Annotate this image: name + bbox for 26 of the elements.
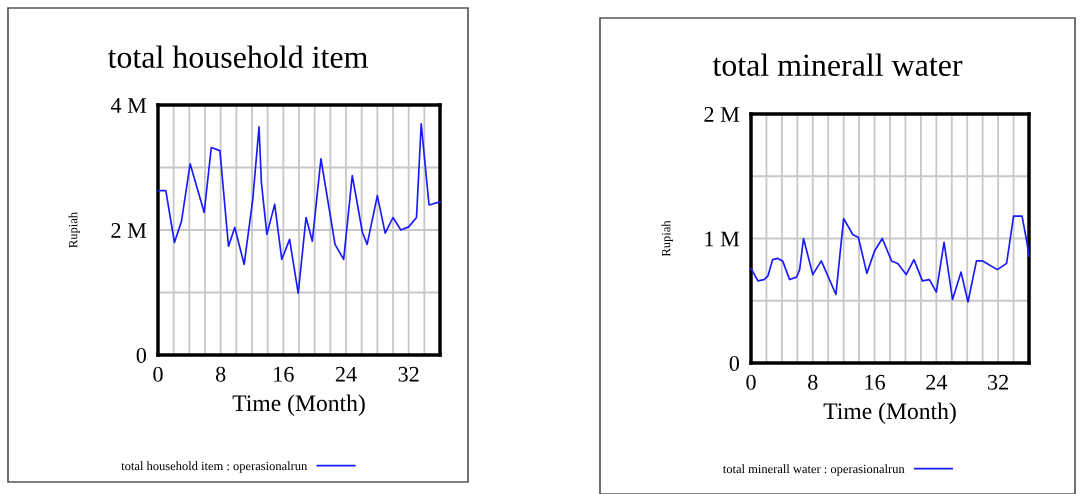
y-axis-title: Rupiah (661, 220, 673, 257)
chart-title: total minerall water (712, 53, 963, 76)
x-tick-label: 16 (274, 366, 294, 382)
x-tick-label: 0 (746, 374, 756, 390)
y-tick-label: 1 M (705, 231, 740, 247)
x-tick-label: 16 (865, 374, 885, 390)
legend-label: total minerall water : operasionalrun (722, 464, 905, 476)
x-tick-label: 0 (153, 366, 163, 382)
y-axis-title: Rupiah (68, 212, 80, 248)
y-tick-label: 2 M (111, 222, 147, 238)
y-tick-label: 2 M (704, 106, 740, 122)
x-tick-label: 8 (808, 374, 818, 390)
y-tick-label: 0 (136, 347, 147, 363)
line-series (157, 122, 441, 294)
y-tick-label: 4 M (110, 98, 147, 113)
y-tick-label: 0 (729, 355, 740, 371)
chart-title: total household item (107, 45, 368, 68)
line-series (750, 215, 1030, 303)
legend-label: total household item : operasionalrun (121, 461, 308, 473)
x-axis-title: Time (Month) (823, 402, 956, 425)
x-axis-title: Time (Month) (232, 394, 365, 417)
x-tick-label: 32 (398, 366, 419, 382)
x-tick-label: 8 (215, 366, 226, 382)
x-tick-label: 24 (926, 374, 948, 390)
x-tick-label: 24 (335, 366, 357, 382)
x-tick-label: 32 (988, 374, 1008, 390)
